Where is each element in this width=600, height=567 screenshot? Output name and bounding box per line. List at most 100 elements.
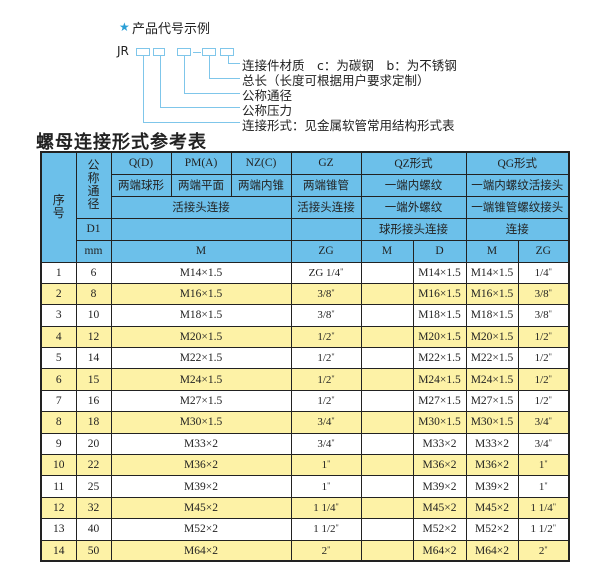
thread-size-value: ZG 1/4	[308, 266, 341, 279]
thread-size-value: 2	[321, 544, 328, 557]
inch-mark: "	[548, 395, 552, 405]
inch-mark: "	[340, 266, 344, 276]
cell-zg: 1/2"	[290, 347, 362, 370]
inch-mark: "	[335, 523, 339, 533]
cell-m: M24×1.5	[110, 368, 292, 391]
inch-mark: "	[544, 544, 548, 554]
cell-dn: 6	[75, 261, 112, 284]
cell-no: 6	[40, 368, 77, 391]
cell-qz-d: M24×1.5	[412, 368, 467, 391]
header-pm-desc: 两端平面	[170, 173, 232, 197]
table-row: 6 15 M24×1.5 1/2" M24×1.5 M24×1.5 1/2"	[40, 368, 570, 391]
cell-qz-d: M27×1.5	[412, 389, 467, 413]
table-row: 10 22 M36×2 1" M36×2 M36×2 1"	[40, 454, 570, 477]
star-icon: ★	[119, 20, 130, 34]
cell-zg: 1/2"	[290, 325, 362, 349]
cell-qz-d: M45×2	[412, 496, 467, 520]
section-title: 螺母连接形式参考表	[36, 132, 207, 153]
cell-no: 13	[40, 518, 77, 541]
header-empty	[290, 217, 362, 241]
cell-zg: 1"	[290, 454, 362, 477]
inch-mark: "	[548, 352, 552, 362]
cell-dn: 16	[75, 389, 112, 413]
cell-m: M52×2	[110, 518, 292, 541]
cell-no: 1	[40, 261, 77, 284]
connector-line	[209, 56, 210, 78]
connector-line	[143, 56, 144, 122]
legend-item: 公称压力	[242, 103, 293, 118]
header-m: M	[110, 239, 292, 263]
inch-mark: "	[548, 266, 552, 276]
thread-size-value: 3/8	[534, 288, 549, 301]
cell-qz-m	[360, 454, 414, 477]
inch-mark: "	[552, 523, 557, 533]
inch-mark: "	[331, 373, 335, 383]
header-nz-desc: 两端内锥	[230, 173, 292, 197]
cell-qg-zg: 1/2"	[517, 389, 570, 413]
cell-zg: 1"	[290, 475, 362, 498]
cell-m: M14×1.5	[110, 261, 292, 284]
cell-dn: 32	[75, 496, 112, 520]
table-row: 5 14 M22×1.5 1/2" M22×1.5 M22×1.5 1/2"	[40, 347, 570, 370]
header-pm: PM(A)	[170, 151, 232, 175]
thread-size-value: 3/8	[534, 309, 549, 322]
table-row: 14 50 M64×2 2" M64×2 M64×2 2"	[40, 539, 570, 562]
legend-item: 总长（长度可根据用户要求定制）	[242, 73, 430, 88]
cell-qz-d: M14×1.5	[412, 261, 467, 284]
cell-zg: 3/8"	[290, 282, 362, 306]
header-qz: QZ形式	[360, 151, 467, 175]
thread-size-value: 1 1/2	[530, 523, 553, 536]
legend-item: 连接形式：见金属软管常用结构形式表	[242, 118, 455, 133]
inch-mark: "	[335, 501, 339, 511]
cell-qg-zg: 1/4"	[517, 261, 570, 284]
inch-mark: "	[331, 330, 335, 340]
cell-dn: 10	[75, 304, 112, 327]
cell-no: 10	[40, 454, 77, 477]
cell-no: 7	[40, 389, 77, 413]
header-qz-d: D	[412, 239, 467, 263]
inch-mark: "	[327, 480, 331, 490]
cell-no: 3	[40, 304, 77, 327]
cell-no: 9	[40, 432, 77, 456]
cell-qz-d: M22×1.5	[412, 347, 467, 370]
header-nz: NZ(C)	[230, 151, 292, 175]
thread-size-value: 1/2	[534, 373, 549, 386]
header-gz-connection: 活接头连接	[290, 195, 362, 219]
thread-size-value: 3/4	[534, 437, 549, 450]
cell-qz-m	[360, 496, 414, 520]
cell-qz-d: M33×2	[412, 432, 467, 456]
cell-qg-zg: 3/4"	[517, 411, 570, 434]
code-box	[153, 48, 165, 56]
cell-no: 11	[40, 475, 77, 498]
thread-size-value: 2	[538, 544, 545, 557]
legend-item: 公称通径	[242, 88, 293, 103]
cell-zg: 1 1/2"	[290, 518, 362, 541]
cell-qz-d: M64×2	[412, 539, 467, 562]
header-zg: ZG	[290, 239, 362, 263]
inch-mark: "	[548, 437, 552, 447]
header-q-desc: 两端球形	[110, 173, 172, 197]
cell-qg-zg: 2"	[517, 539, 570, 562]
cell-m: M33×2	[110, 432, 292, 456]
header-qg-connection: 一端锥管螺纹接头	[465, 195, 570, 219]
cell-dn: 25	[75, 475, 112, 498]
thread-size-value: 1/2	[317, 373, 332, 386]
cell-m: M45×2	[110, 496, 292, 520]
cell-qg-zg: 3/4"	[517, 432, 570, 456]
cell-zg: 3/4"	[290, 432, 362, 456]
code-box	[202, 48, 216, 56]
header-qz-ball: 球形接头连接	[360, 217, 467, 241]
cell-qz-m	[360, 304, 414, 327]
cell-qz-m	[360, 389, 414, 413]
connector-line	[184, 93, 240, 94]
cell-qg-zg: 1"	[517, 475, 570, 498]
cell-qg-m: M14×1.5	[465, 261, 519, 284]
cell-qg-m: M20×1.5	[465, 325, 519, 349]
connector-line	[184, 56, 185, 93]
connector-line	[228, 56, 229, 63]
cell-qz-m	[360, 282, 414, 306]
cell-m: M39×2	[110, 475, 292, 498]
header-d1: D1	[75, 217, 112, 241]
cell-qz-d: M39×2	[412, 475, 467, 498]
cell-zg: 1 1/4"	[290, 496, 362, 520]
